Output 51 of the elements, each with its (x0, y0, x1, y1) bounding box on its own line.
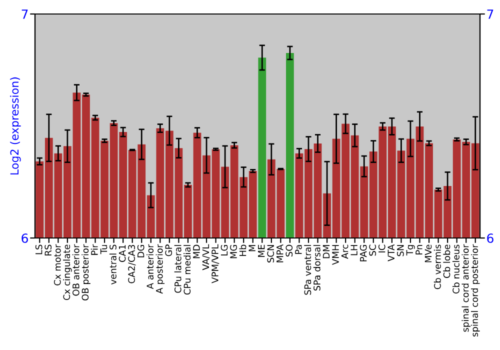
x-tick-label: OB anterior (72, 244, 80, 296)
x-tick-label: VMH (332, 245, 339, 265)
x-tick-label: Cx cingulate (63, 244, 72, 300)
x-tick-label: SC (369, 244, 376, 256)
x-tick-label: MG (230, 244, 237, 258)
x-tick-label: IC (378, 244, 386, 252)
x-tick-label: MPA (276, 244, 284, 262)
x-tick-label: Pa (295, 245, 302, 254)
x-tick-label: A posterior (156, 244, 165, 294)
x-tick-label: spinal cord posterior (470, 244, 480, 336)
x-tick-label: LH (350, 245, 358, 256)
x-tick-label: DG (137, 244, 144, 258)
x-tick-label: GP (165, 244, 172, 256)
x-tick-label: Cb lobe (443, 244, 450, 278)
x-tick-label: CA1 (118, 245, 126, 262)
x-tick-label: spinal cord anterior (462, 244, 470, 332)
x-tick-label: CA2/CA3 (128, 244, 136, 284)
x-tick-label: Pir (90, 244, 98, 255)
x-tick-label: CPu medial (184, 245, 191, 295)
x-tick-label: CPu lateral (174, 245, 182, 293)
y2-tick-label: 7 (487, 10, 494, 19)
x-tick-label: VA/VL (202, 244, 210, 270)
x-tick-label: Cx motor (54, 244, 61, 286)
x-tick-label: Tg (406, 245, 415, 256)
x-tick-label: VPM/VPL (212, 244, 220, 284)
x-tick-label: Cb vermis (434, 244, 441, 290)
x-tick-label: Pn (416, 245, 422, 254)
x-tick-label: RS (44, 244, 52, 256)
y2-tick-label: 6 (487, 233, 494, 243)
x-tick-label: Tu (100, 245, 108, 254)
x-tick-label: LG (220, 244, 228, 256)
x-tick-label: LS (35, 244, 42, 254)
x-tick-label: M (248, 245, 256, 252)
x-tick-label: ME (258, 244, 265, 257)
x-tick-label: ventral S (109, 244, 116, 284)
y-axis-title: Log2 (expression) (10, 77, 21, 174)
x-tick-label: SO (286, 244, 293, 256)
x-tick-label: MVe (424, 244, 432, 262)
x-tick-label: SPa ventral (304, 245, 312, 295)
x-tick-label: Cb nucleus (452, 244, 460, 294)
x-tick-label: SPa dorsal (313, 245, 320, 291)
x-tick-label: Hb (239, 244, 246, 256)
x-tick-label: PAG (360, 244, 367, 262)
x-tick-label: VTA (388, 244, 394, 262)
x-tick-label: SN (396, 245, 404, 256)
x-tick-label: DM (322, 245, 330, 258)
x-tick-label: A anterior (146, 244, 154, 290)
x-tick-label: OB posterior (82, 244, 90, 300)
x-tick-label: SCN (267, 245, 274, 262)
x-tick-label: MD (193, 244, 200, 258)
x-tick-label: Arc (341, 244, 348, 259)
